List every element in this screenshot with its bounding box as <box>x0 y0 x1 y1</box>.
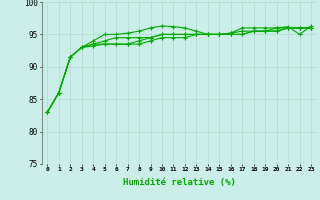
X-axis label: Humidité relative (%): Humidité relative (%) <box>123 178 236 187</box>
